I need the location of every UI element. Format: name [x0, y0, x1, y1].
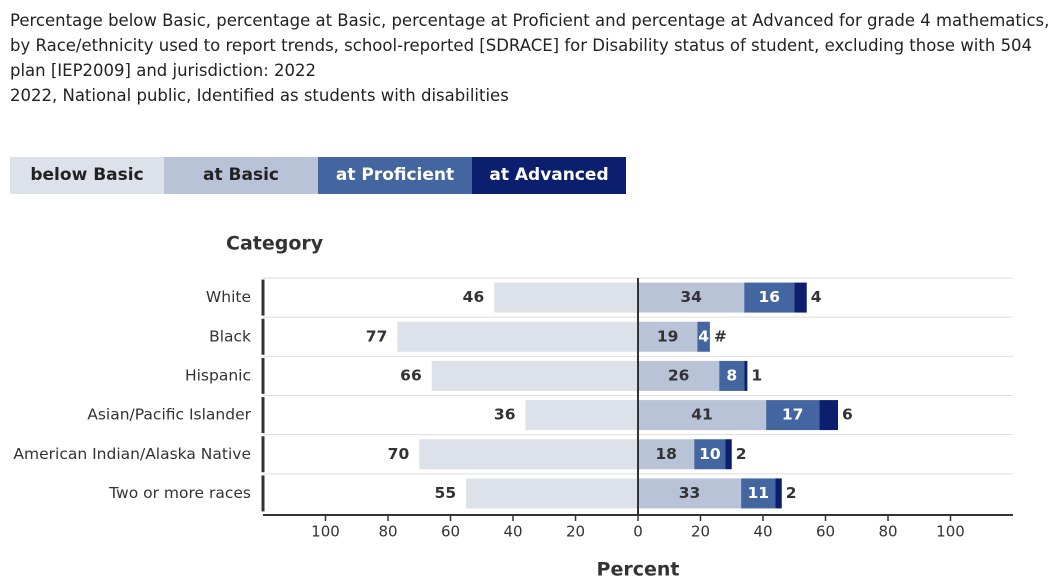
bar — [494, 282, 638, 313]
value-label: 46 — [463, 288, 485, 306]
bar — [638, 282, 745, 313]
value-label: 8 — [726, 366, 737, 384]
legend-item[interactable]: at Basic — [164, 157, 318, 194]
x-tick-label: 100 — [936, 523, 965, 541]
x-tick-label: 40 — [503, 523, 522, 541]
bar — [775, 478, 782, 509]
y-tick-label: White — [206, 288, 251, 306]
bar — [744, 282, 795, 313]
value-label: 34 — [680, 288, 702, 306]
y-tick-label: American Indian/Alaska Native — [13, 445, 251, 463]
bar — [419, 439, 638, 470]
bar — [741, 478, 776, 509]
x-tick-label: 20 — [566, 523, 585, 541]
bar — [397, 321, 638, 352]
value-label: # — [714, 327, 727, 345]
value-label: 16 — [758, 288, 780, 306]
value-label: 2 — [736, 445, 747, 463]
value-label: 55 — [435, 484, 457, 502]
x-tick-label: 80 — [878, 523, 897, 541]
x-tick-label: 20 — [691, 523, 710, 541]
bar — [744, 360, 748, 391]
value-label: 6 — [842, 406, 853, 424]
y-tick-label: Black — [209, 327, 251, 345]
x-tick-label: 100 — [311, 523, 340, 541]
y-tick-label: Asian/Pacific Islander — [87, 406, 251, 424]
value-label: 10 — [699, 445, 721, 463]
bar — [638, 360, 720, 391]
x-tick-label: 0 — [633, 523, 643, 541]
legend-item[interactable]: at Advanced — [472, 157, 626, 194]
value-label: 11 — [748, 484, 770, 502]
header: Percentage below Basic, percentage at Ba… — [10, 8, 1050, 108]
bar — [638, 478, 742, 509]
bar — [725, 439, 732, 470]
x-tick-label: 40 — [753, 523, 772, 541]
x-tick-label: 80 — [378, 523, 397, 541]
legend-item[interactable]: below Basic — [10, 157, 164, 194]
bar — [638, 321, 698, 352]
value-label: 18 — [655, 445, 677, 463]
value-label: 19 — [657, 327, 679, 345]
bar — [819, 400, 838, 431]
value-label: 4 — [698, 327, 709, 345]
value-label: 36 — [494, 406, 516, 424]
bar — [697, 321, 710, 352]
value-label: 66 — [400, 366, 422, 384]
bar — [525, 400, 638, 431]
x-axis-label: Percent — [597, 559, 680, 581]
bar — [694, 439, 726, 470]
value-label: 1 — [751, 366, 762, 384]
x-tick-label: 60 — [441, 523, 460, 541]
value-label: 4 — [811, 288, 822, 306]
value-label: 77 — [366, 327, 388, 345]
bar — [638, 400, 767, 431]
bar — [794, 282, 807, 313]
chart-title: Percentage below Basic, percentage at Ba… — [10, 11, 1050, 80]
legend-item[interactable]: at Proficient — [318, 157, 472, 194]
value-label: 17 — [782, 406, 804, 424]
bar — [719, 360, 745, 391]
value-label: 70 — [388, 445, 410, 463]
value-label: 26 — [668, 366, 690, 384]
bar — [466, 478, 638, 509]
y-tick-label: Two or more races — [108, 484, 251, 502]
value-label: 33 — [679, 484, 701, 502]
bar — [766, 400, 820, 431]
chart-subtitle: 2022, National public, Identified as stu… — [10, 86, 509, 105]
value-label: 41 — [691, 406, 713, 424]
y-tick-label: Hispanic — [185, 366, 251, 384]
x-tick-label: 60 — [816, 523, 835, 541]
y-axis-label: Category — [226, 233, 324, 255]
bar — [431, 360, 638, 391]
legend: below Basic at Basic at Proficient at Advan… — [10, 157, 626, 194]
bar — [638, 439, 695, 470]
value-label: 2 — [786, 484, 797, 502]
